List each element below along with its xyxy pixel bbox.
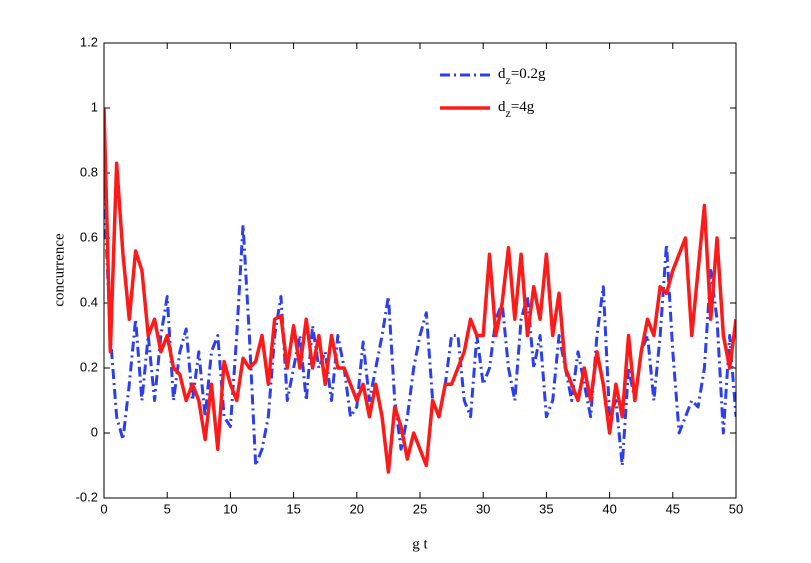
y-tick-label: -0.2 — [76, 489, 98, 504]
data-line — [104, 107, 736, 474]
x-tick-label: 20 — [350, 501, 364, 516]
y-tick-label: 1 — [91, 99, 98, 114]
x-tick-label: 50 — [729, 501, 743, 516]
plot-area — [104, 107, 736, 474]
axes-box — [103, 42, 737, 499]
x-axis-label: g t — [412, 536, 428, 552]
x-tick-label: 10 — [223, 501, 237, 516]
y-tick-label: 0.6 — [80, 229, 98, 244]
y-axis-label: concurrence — [51, 233, 67, 307]
x-tick-label: 40 — [602, 501, 616, 516]
legend-label: dz=4g — [498, 99, 535, 119]
x-tick-label: 30 — [476, 501, 490, 516]
y-tick-label: 1.2 — [80, 34, 98, 49]
y-tick-label: 0 — [91, 424, 98, 439]
x-tick-label: 5 — [164, 501, 171, 516]
x-tick-label: 15 — [286, 501, 300, 516]
legend-label: dz=0.2g — [498, 66, 546, 86]
x-tick-label: 25 — [413, 501, 427, 516]
y-tick-label: 0.2 — [80, 359, 98, 374]
data-line — [104, 189, 736, 467]
x-tick-label: 45 — [666, 501, 680, 516]
x-tick-label: 0 — [100, 501, 107, 516]
y-tick-label: 0.4 — [80, 294, 98, 309]
x-tick-label: 35 — [539, 501, 553, 516]
y-tick-label: 0.8 — [80, 164, 98, 179]
